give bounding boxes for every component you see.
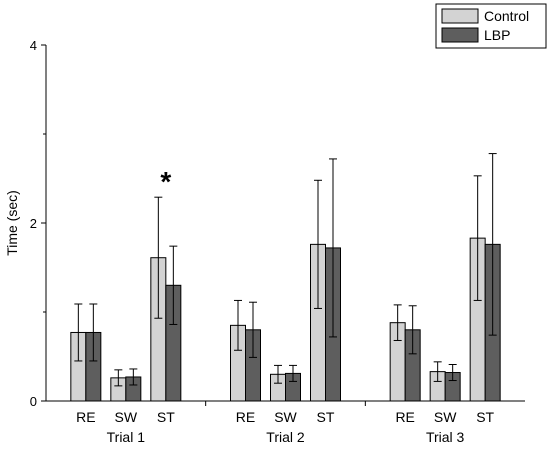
legend-swatch-control — [441, 8, 479, 24]
axis-labels: Time (sec) RE SW ST Trial 1 RE SW ST Trial 2 RE SW… — [4, 166, 495, 445]
legend-label: LBP — [484, 27, 510, 43]
group-label: Trial 1 — [107, 429, 146, 445]
x-tick-label: ST — [317, 409, 335, 425]
group-label: Trial 2 — [266, 429, 305, 445]
x-tick-label: RE — [76, 409, 95, 425]
bars — [70, 153, 501, 402]
legend: Control LBP — [435, 3, 547, 49]
x-tick-label: SW — [274, 409, 297, 425]
significance-asterisk: * — [160, 166, 171, 197]
x-tick-label: RE — [236, 409, 255, 425]
x-tick-label: RE — [395, 409, 414, 425]
y-tick-label: 0 — [30, 394, 37, 409]
group-label: Trial 3 — [426, 429, 465, 445]
y-tick-label: 2 — [30, 216, 37, 231]
x-tick-label: SW — [434, 409, 457, 425]
y-tick-label: 4 — [30, 38, 37, 53]
x-tick-label: SW — [115, 409, 138, 425]
axes: 0 2 4 — [30, 38, 525, 409]
x-tick-label: ST — [476, 409, 494, 425]
legend-label: Control — [484, 8, 529, 24]
y-axis-label: Time (sec) — [4, 190, 20, 256]
legend-swatch-lbp — [441, 27, 479, 43]
x-tick-label: ST — [157, 409, 175, 425]
